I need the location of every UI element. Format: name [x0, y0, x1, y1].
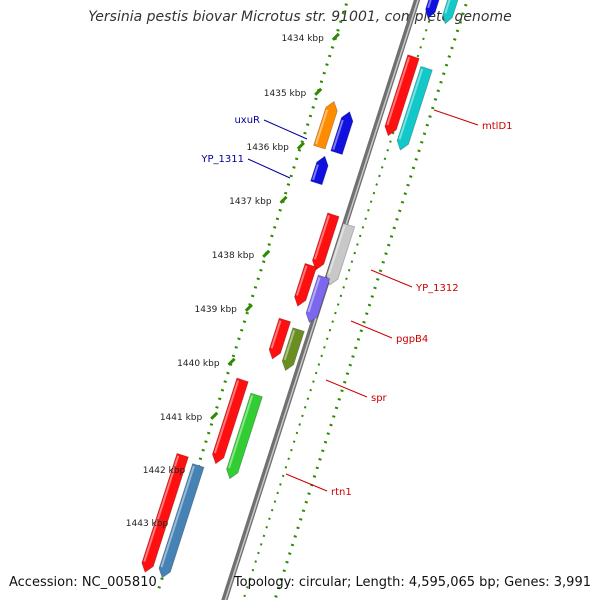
leader-line-pgpb4 [350, 320, 393, 339]
scale-label: 1443 kbp [126, 519, 169, 529]
gene-block-bottom-steelblue [158, 463, 205, 579]
scale-label: 1438 kbp [212, 251, 255, 261]
gene-label-uxur: uxuR [234, 115, 260, 126]
scale-tick [331, 32, 340, 41]
gene-block-rtn1 [226, 392, 263, 480]
leader-line-yp_1311 [247, 158, 291, 179]
gene-block-mtlD1-shine [398, 68, 424, 140]
gene-block-bottom-red [141, 452, 189, 573]
leader-line-spr [325, 379, 368, 398]
leader-line-mtld1 [433, 109, 479, 126]
gene-block-yp1312-cds-shine [313, 215, 330, 260]
gene-label-spr: spr [371, 393, 388, 404]
scale-label: 1434 kbp [281, 34, 324, 44]
gene-label-yp_1312: YP_1312 [415, 283, 459, 294]
gene-label-yp_1311: YP_1311 [200, 154, 244, 165]
scale-label: 1442 kbp [143, 466, 186, 476]
gene-block-bottom-red-shine [143, 455, 180, 562]
gene-block-mtlD1-cds-shine [386, 57, 411, 126]
gene-block-top-blue-shine [427, 0, 432, 9]
scale-tick [227, 357, 236, 366]
gene-block-yp1311b-shine [312, 164, 319, 181]
scale-tick [314, 87, 323, 96]
scale-tick [296, 141, 305, 150]
gene-block-spr-shine [283, 329, 296, 361]
gene-block-spr [281, 327, 305, 372]
gene-block-top-blue [425, 0, 440, 19]
leader-line-rtn1 [285, 473, 328, 492]
gene-block-top-cyan [442, 0, 459, 25]
gene-label-mtld1: mtlD1 [482, 121, 513, 132]
gene-block-rtn1-cds [211, 377, 249, 465]
scale-label: 1440 kbp [177, 359, 220, 369]
gene-label-pgpb4: pgpB4 [396, 334, 428, 345]
gene-block-yp1312-cds [311, 212, 340, 271]
gene-block-mtlD1 [396, 65, 433, 151]
feature-track-mid [242, 0, 437, 600]
gene-block-yp1311-shine [332, 119, 344, 150]
gene-block-uxuR [313, 100, 338, 150]
scale-label: 1439 kbp [194, 305, 237, 315]
feature-track-right [273, 0, 469, 600]
gene-block-rtn1-shine [228, 395, 254, 469]
leader-line-uxur [263, 119, 308, 140]
gene-block-mtlD1-cds [384, 54, 420, 137]
scale-label: 1435 kbp [264, 89, 307, 99]
leader-line-yp_1312 [370, 269, 413, 288]
gene-block-yp1312 [326, 222, 356, 286]
scale-tick [262, 249, 271, 258]
gene-block-yp1311b [310, 155, 329, 186]
scale-tick [279, 195, 288, 204]
gene-block-pgpB4-cds [294, 262, 318, 307]
gene-label-rtn1: rtn1 [331, 487, 352, 498]
gene-block-rtn1-cds-shine [213, 380, 240, 454]
scale-label: 1437 kbp [229, 197, 272, 207]
gene-block-uxuR-shine [315, 109, 329, 145]
gene-block-bottom-steelblue-shine [160, 465, 195, 568]
gene-block-top-cyan-shine [444, 0, 451, 14]
gene-block-spr-cds [268, 317, 292, 360]
gene-block-pgpB4-shine [307, 277, 321, 313]
gene-block-yp1311 [330, 111, 354, 156]
gene-block-yp1312-shine [328, 225, 346, 275]
gene-block-spr-cds-shine [270, 320, 282, 349]
gene-block-pgpB4 [305, 274, 331, 324]
scale-label: 1436 kbp [246, 143, 289, 153]
scale-label: 1441 kbp [160, 413, 203, 423]
scale-tick [210, 411, 219, 420]
gene-block-pgpB4-cds-shine [296, 265, 308, 296]
accession-label: Accession: NC_005810 [9, 575, 157, 590]
genome-summary: Topology: circular; Length: 4,595,065 bp… [233, 575, 591, 590]
genome-title: Yersinia pestis biovar Microtus str. 910… [88, 9, 512, 25]
scale-tick [244, 303, 253, 312]
